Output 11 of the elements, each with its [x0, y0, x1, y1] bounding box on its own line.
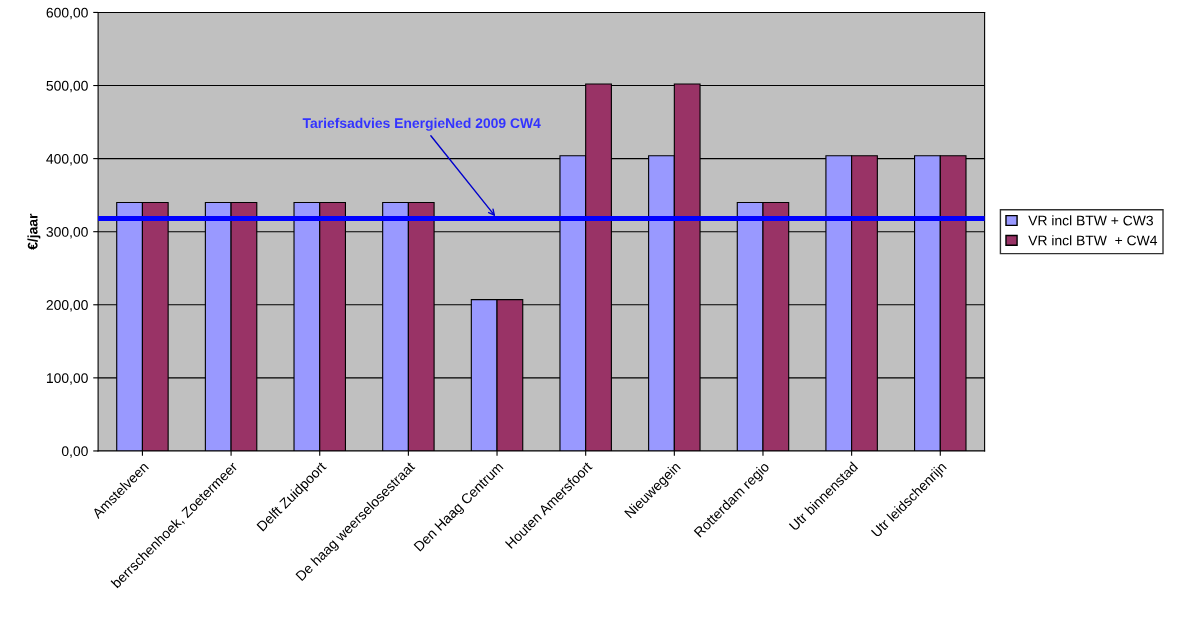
legend-label: VR incl BTW + CW3	[1028, 215, 1153, 226]
legend-label: VR incl BTW + CW4	[1028, 235, 1158, 246]
y-axis-title: €/jaar	[27, 213, 41, 250]
y-tick-label: 500,00	[46, 80, 88, 93]
y-tick-label: 200,00	[46, 300, 88, 312]
y-tick-label: 0,00	[61, 446, 88, 458]
y-tick-label: 600,00	[46, 7, 88, 20]
y-tick-label: 300,00	[46, 227, 88, 239]
y-tick-label: 400,00	[46, 153, 88, 166]
annotation: Tariefsadvies EnergieNed 2009 CW4	[302, 117, 541, 131]
y-tick-label: 100,00	[46, 373, 88, 385]
